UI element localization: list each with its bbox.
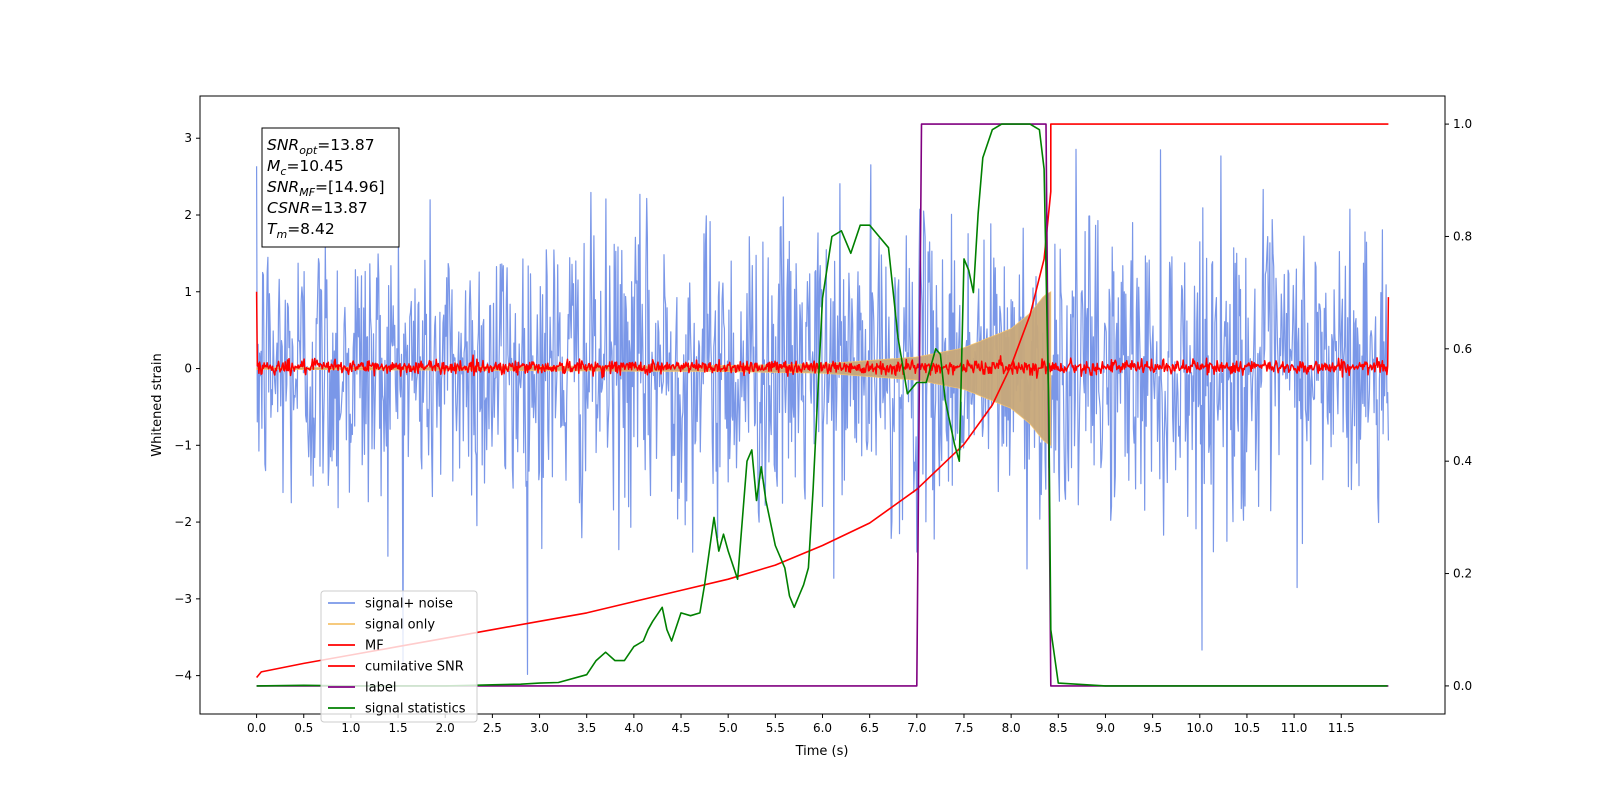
y2-tick-label: 0.2 — [1453, 567, 1472, 581]
legend-label-signal-only: signal only — [365, 618, 435, 633]
x-axis-label: Time (s) — [795, 744, 849, 759]
x-tick-label: 8.5 — [1049, 721, 1068, 735]
x-tick-label: 8.0 — [1002, 721, 1021, 735]
legend-label-signal-statistics: signal statistics — [365, 702, 466, 717]
y-tick-label: −4 — [174, 669, 192, 683]
x-tick-label: 10.5 — [1234, 721, 1261, 735]
annotation-line: Mc=10.45 — [267, 157, 344, 178]
y2-tick-label: 0.4 — [1453, 454, 1472, 468]
x-tick-label: 1.5 — [389, 721, 408, 735]
annotation-line: SNRMF=[14.96] — [267, 178, 385, 199]
legend-label-signal-noise: signal+ noise — [365, 597, 453, 612]
y-tick-label: 2 — [184, 208, 192, 222]
annotation-line: CSNR=13.87 — [267, 199, 368, 217]
x-tick-label: 4.5 — [671, 721, 690, 735]
x-tick-label: 9.5 — [1143, 721, 1162, 735]
y2-tick-label: 0.8 — [1453, 229, 1472, 243]
legend-frame — [320, 590, 478, 723]
y2-tick-label: 0.6 — [1453, 342, 1472, 356]
legend-label-label: label — [365, 681, 396, 696]
x-tick-label: 4.0 — [624, 721, 643, 735]
x-tick-label: 7.5 — [954, 721, 973, 735]
series-signal-statistics-line — [256, 123, 1388, 687]
y-axis-left: −4 −3 −2 −1 0 1 2 3 — [174, 131, 200, 683]
series-signal-only-line — [256, 291, 1052, 446]
legend: signal+ noise signal only MF cumilative SNR… — [320, 590, 478, 723]
annotation-line: Tm=8.42 — [267, 220, 335, 241]
x-tick-label: 0.0 — [247, 721, 266, 735]
x-tick-label: 9.0 — [1096, 721, 1115, 735]
y2-tick-label: 0.0 — [1453, 679, 1472, 693]
y-tick-label: 1 — [184, 285, 192, 299]
x-tick-label: 3.5 — [577, 721, 596, 735]
x-tick-label: 5.0 — [719, 721, 738, 735]
y-axis-label: Whitened strain — [150, 353, 165, 456]
y-tick-label: −1 — [174, 438, 192, 452]
x-tick-label: 6.5 — [860, 721, 879, 735]
y-tick-label: 0 — [184, 362, 192, 376]
y-axis-right: 0.0 0.2 0.4 0.6 0.8 1.0 — [1445, 117, 1472, 693]
x-tick-label: 6.0 — [813, 721, 832, 735]
legend-label-mf: MF — [365, 639, 384, 654]
series-mf-line — [255, 291, 1390, 379]
x-tick-label: 2.0 — [436, 721, 455, 735]
series-signal-noise-line — [256, 148, 1389, 675]
x-tick-label: 1.0 — [341, 721, 360, 735]
x-tick-label: 0.5 — [294, 721, 313, 735]
y-tick-label: −2 — [174, 515, 192, 529]
x-tick-label: 7.0 — [907, 721, 926, 735]
x-axis: 0.0 0.5 1.0 1.5 2.0 2.5 3.0 3.5 4.0 4.5 5.0 5.5 6.0 6… — [247, 714, 1355, 735]
legend-label-cumilative-snr: cumilative SNR — [365, 660, 464, 675]
y-tick-label: 3 — [184, 131, 192, 145]
x-tick-label: 3.0 — [530, 721, 549, 735]
x-tick-label: 10.0 — [1186, 721, 1213, 735]
x-tick-label: 2.5 — [483, 721, 502, 735]
y-tick-label: −3 — [174, 592, 192, 606]
x-tick-label: 5.5 — [766, 721, 785, 735]
annotation-frame — [261, 127, 400, 248]
x-tick-label: 11.5 — [1328, 721, 1355, 735]
annotation-box: SNRopt=13.87Mc=10.45SNRMF=[14.96]CSNR=13… — [261, 127, 400, 248]
annotation-line: SNRopt=13.87 — [267, 136, 375, 157]
x-tick-label: 11.0 — [1281, 721, 1308, 735]
y2-tick-label: 1.0 — [1453, 117, 1472, 131]
